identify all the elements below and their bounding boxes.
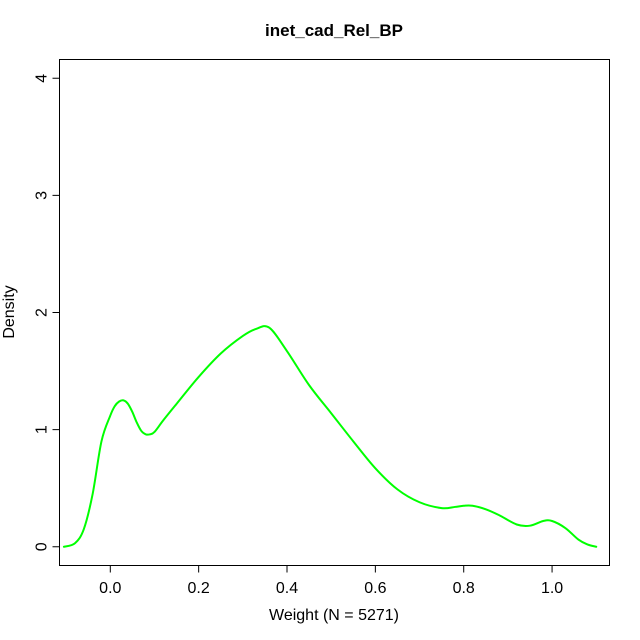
x-tick-label: 0.0 [99,580,121,597]
y-tick-label: 2 [34,308,51,317]
y-tick-label: 0 [34,542,51,551]
x-tick-label: 0.6 [364,580,386,597]
y-tick-label: 1 [34,425,51,434]
x-tick-label: 1.0 [541,580,563,597]
y-tick-label: 3 [34,191,51,200]
x-tick-label: 0.2 [188,580,210,597]
x-tick-label: 0.8 [453,580,475,597]
y-axis: 0 1 2 3 4 [34,74,60,551]
x-axis: 0.0 0.2 0.4 0.6 0.8 1.0 [99,565,563,597]
density-line-0 [62,325,598,548]
y-axis-label: Density [1,285,18,338]
chart-title: inet_cad_Rel_BP [265,21,403,40]
plot-frame [59,59,610,566]
x-tick-label: 0.4 [276,580,298,597]
y-tick-label: 4 [34,74,51,83]
x-axis-label: Weight (N = 5271) [269,607,399,624]
series-layer [62,325,598,548]
